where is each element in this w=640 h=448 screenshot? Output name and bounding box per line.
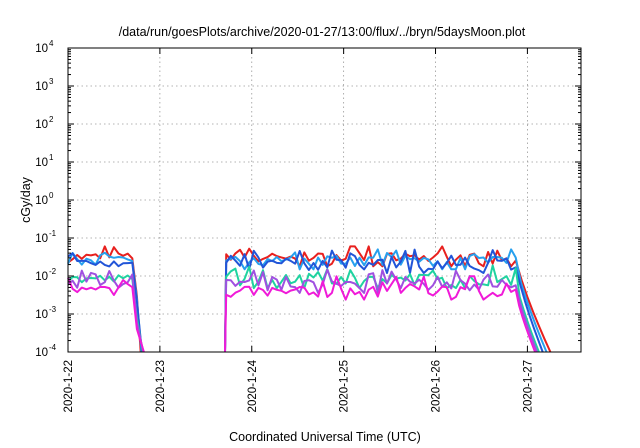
series-line: [67, 252, 143, 353]
y-tick-exponent: -4: [49, 343, 57, 352]
y-tick-label: 10: [35, 81, 48, 93]
series-line: [67, 251, 143, 353]
plot-frame: [67, 47, 582, 353]
series-line: [224, 248, 544, 353]
y-tick-label: 10: [35, 43, 48, 55]
y-tick-exponent: -3: [49, 305, 57, 314]
y-tick-exponent: 3: [49, 77, 54, 86]
x-axis: 2020-1-22 2020-1-23 2020-1-24 2020-1-25 2020…: [63, 48, 534, 412]
y-tick-label: 10: [35, 157, 48, 169]
series-line: [224, 268, 538, 353]
grid: [68, 48, 581, 352]
y-tick-label: 10: [35, 309, 48, 321]
x-axis-label: Coordinated Universal Time (UTC): [229, 430, 421, 444]
y-tick-label: 10: [35, 119, 48, 131]
y-tick-exponent: 0: [49, 191, 54, 200]
x-tick-label: 2020-1-27: [522, 360, 534, 412]
y-tick-label: 10: [35, 233, 48, 245]
y-tick-exponent: -2: [49, 267, 57, 276]
x-tick-label: 2020-1-24: [247, 359, 259, 412]
y-tick-exponent: 2: [49, 115, 54, 124]
y-tick-exponent: 1: [49, 153, 54, 162]
series-line: [224, 275, 537, 353]
series-line: [67, 277, 145, 353]
y-tick-label: 10: [35, 195, 48, 207]
y-tick-exponent: 4: [49, 39, 54, 48]
y-axis-label: cGy/day: [19, 176, 33, 223]
x-tick-label: 2020-1-25: [339, 360, 351, 412]
series-line: [224, 248, 548, 353]
series-line: [67, 269, 145, 353]
series-group: [67, 245, 552, 353]
x-tick-label: 2020-1-22: [63, 360, 75, 412]
y-tick-exponent: -1: [49, 229, 57, 238]
y-tick-label: 10: [35, 271, 48, 283]
series-line: [67, 245, 142, 353]
x-tick-label: 2020-1-26: [431, 360, 443, 412]
chart-title: /data/run/goesPlots/archive/2020-01-27/1…: [119, 25, 526, 39]
x-tick-label: 2020-1-23: [155, 360, 167, 412]
y-tick-label: 10: [35, 347, 48, 359]
